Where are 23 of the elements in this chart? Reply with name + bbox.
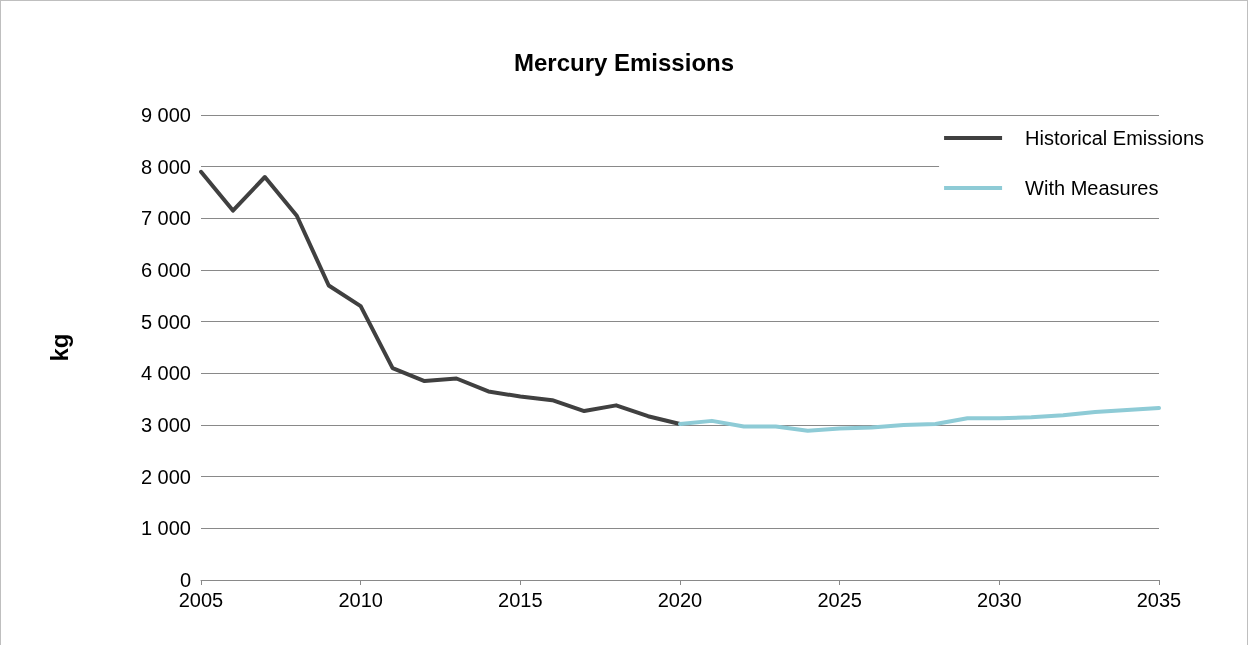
y-tick-label: 1 000 (140, 517, 191, 540)
y-tick-label: 7 000 (140, 207, 191, 230)
x-tick-label: 2035 (1136, 589, 1182, 611)
x-tick-label: 2010 (338, 589, 383, 611)
y-tick-label: 2 000 (140, 465, 191, 488)
x-tick-label: 2025 (817, 589, 862, 611)
y-tick-label: 6 000 (140, 259, 191, 281)
x-tick-label: 2030 (977, 589, 1022, 611)
y-tick-label: 8 000 (140, 155, 191, 178)
y-tick-label: 3 000 (140, 414, 191, 436)
line-series (678, 405, 1161, 433)
y-tick-label: 5 000 (140, 310, 191, 333)
chart-title: Mercury Emissions (513, 48, 735, 76)
y-axis-title: kg (45, 333, 73, 362)
x-tick-label: 2005 (178, 589, 224, 611)
x-tick-label: 2015 (498, 589, 543, 611)
legend-label: With Measures (1025, 177, 1159, 199)
y-tick-label: 9 000 (140, 104, 191, 126)
legend-label: Historical Emissions (1025, 127, 1205, 149)
line-series (199, 169, 682, 426)
x-tick-label: 2020 (657, 589, 703, 611)
y-tick-label: 4 000 (140, 362, 191, 385)
y-tick-label: 0 (179, 569, 191, 591)
